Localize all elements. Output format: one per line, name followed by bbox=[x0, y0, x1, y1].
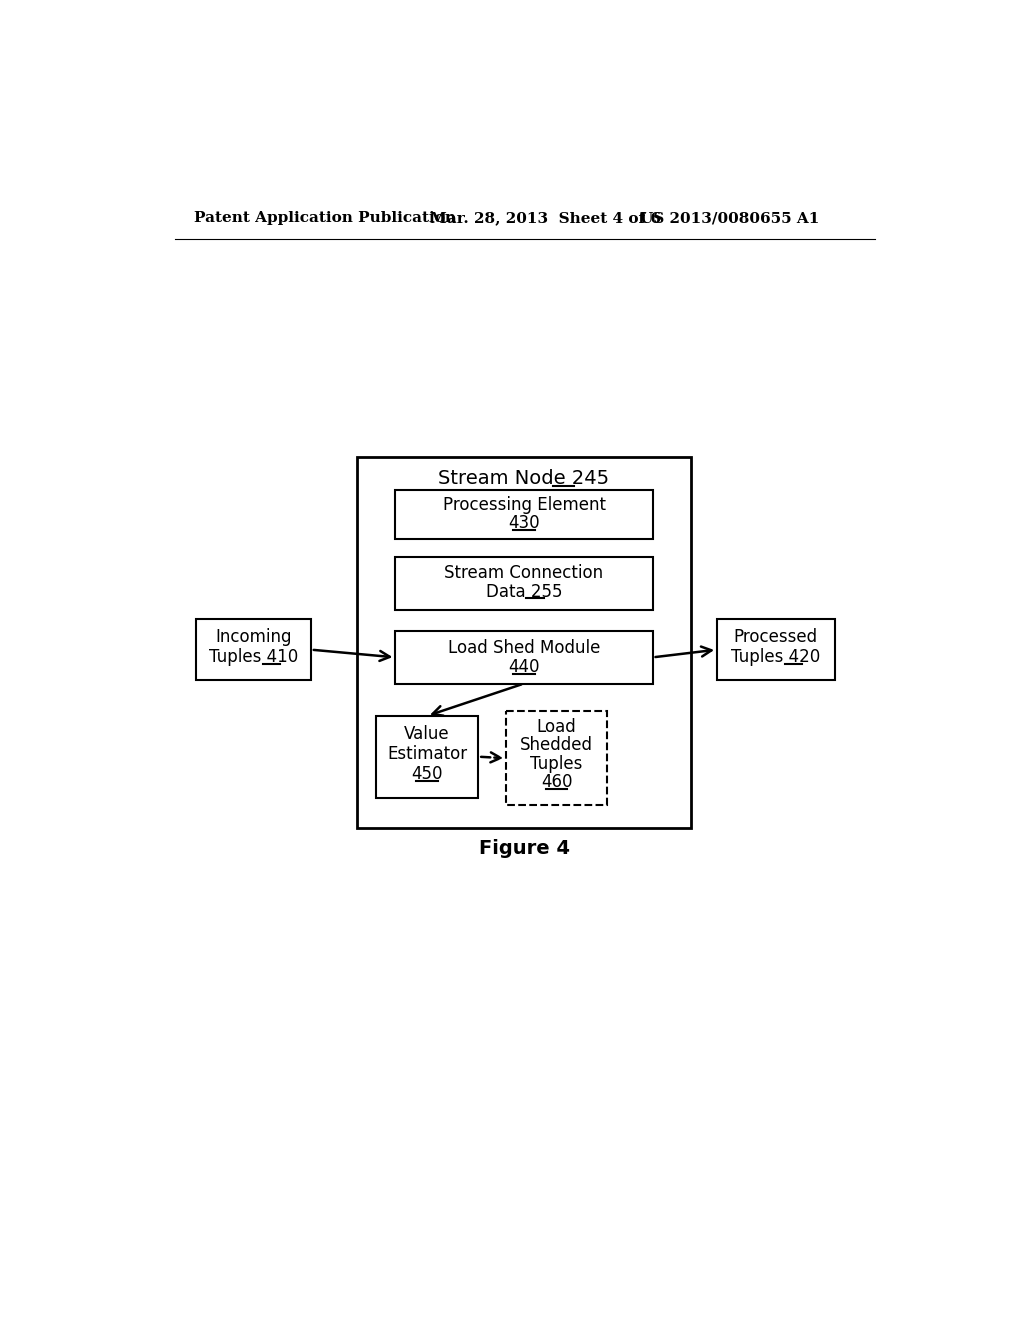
Bar bbox=[356, 457, 691, 829]
Bar bbox=[197, 619, 311, 681]
Text: Patent Application Publication: Patent Application Publication bbox=[194, 211, 456, 226]
Text: Value: Value bbox=[404, 726, 450, 743]
Text: Figure 4: Figure 4 bbox=[478, 838, 569, 858]
Text: Tuples 420: Tuples 420 bbox=[731, 648, 820, 667]
Text: Incoming: Incoming bbox=[215, 628, 292, 647]
Text: 450: 450 bbox=[412, 766, 443, 783]
Text: Processed: Processed bbox=[734, 628, 818, 647]
Text: Shedded: Shedded bbox=[520, 737, 593, 754]
Text: Tuples 410: Tuples 410 bbox=[209, 648, 298, 667]
Text: Stream Connection: Stream Connection bbox=[444, 564, 603, 582]
Text: Load Shed Module: Load Shed Module bbox=[447, 639, 600, 657]
Text: Data 255: Data 255 bbox=[485, 583, 562, 601]
Text: Stream Node 245: Stream Node 245 bbox=[438, 469, 609, 488]
Text: Mar. 28, 2013  Sheet 4 of 6: Mar. 28, 2013 Sheet 4 of 6 bbox=[430, 211, 662, 226]
Text: US 2013/0080655 A1: US 2013/0080655 A1 bbox=[640, 211, 819, 226]
Bar bbox=[395, 557, 652, 610]
Bar bbox=[717, 619, 835, 681]
Text: Tuples: Tuples bbox=[530, 755, 583, 772]
Text: Load: Load bbox=[537, 718, 577, 735]
Text: 430: 430 bbox=[508, 515, 540, 532]
Text: Processing Element: Processing Element bbox=[442, 496, 605, 513]
Bar bbox=[506, 711, 607, 805]
Bar bbox=[395, 631, 652, 684]
Text: 440: 440 bbox=[508, 659, 540, 676]
Text: 460: 460 bbox=[541, 774, 572, 791]
Text: Estimator: Estimator bbox=[387, 746, 467, 763]
Bar bbox=[395, 490, 652, 539]
Bar bbox=[376, 715, 478, 797]
